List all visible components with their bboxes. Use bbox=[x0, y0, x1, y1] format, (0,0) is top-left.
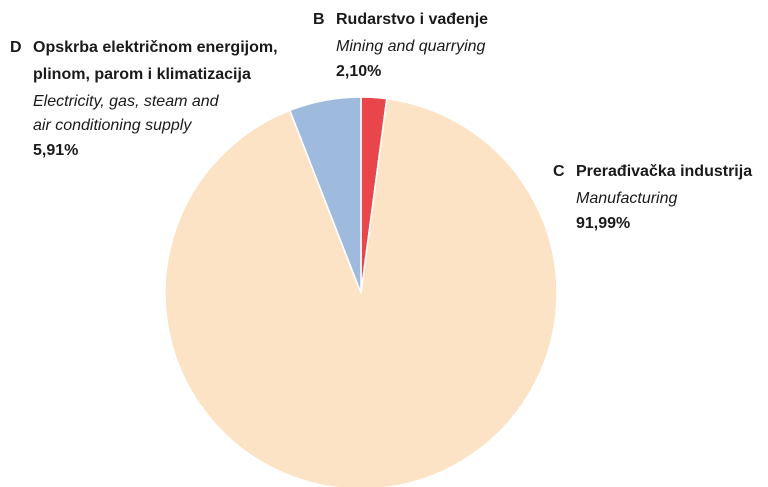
slice-label: Prerađivačka industrija bbox=[576, 163, 752, 180]
slice-label: Rudarstvo i vađenje bbox=[336, 11, 488, 28]
slice-label-en: air conditioning supply bbox=[33, 117, 192, 134]
value-label: 2,10% bbox=[336, 63, 381, 80]
slice-code: B bbox=[313, 11, 325, 28]
slice-code: D bbox=[10, 39, 22, 56]
slice-label: plinom, parom i klimatizacija bbox=[33, 66, 251, 83]
pie-slice bbox=[288, 96, 362, 294]
value-label: 91,99% bbox=[576, 215, 630, 232]
slice-code: C bbox=[553, 163, 565, 180]
slice-label-en: Mining and quarrying bbox=[336, 38, 486, 55]
value-label: 5,91% bbox=[33, 142, 78, 159]
slice-label-en: Manufacturing bbox=[576, 190, 677, 207]
pie-slice bbox=[164, 97, 558, 487]
slice-label-en: Electricity, gas, steam and bbox=[33, 93, 220, 110]
slice-label: Opskrba električnom energijom, bbox=[33, 39, 278, 56]
